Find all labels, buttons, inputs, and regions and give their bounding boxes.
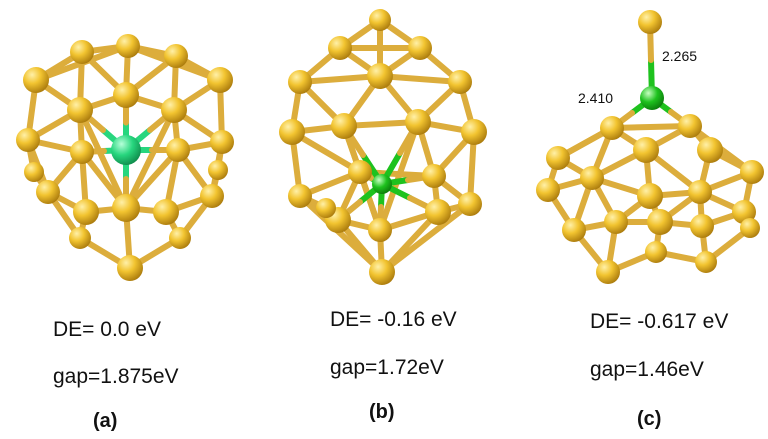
- gold-bond: [297, 193, 385, 275]
- gold-atom: [36, 180, 60, 204]
- gold-atom: [678, 114, 702, 138]
- gold-atom: [690, 214, 714, 238]
- gold-atom: [367, 63, 393, 89]
- gold-atom: [67, 97, 93, 123]
- gold-atom: [279, 119, 305, 145]
- gold-atom: [328, 36, 352, 60]
- panel-c-label: (c): [637, 408, 662, 430]
- gold-atom: [647, 209, 673, 235]
- gold-atom: [117, 255, 143, 281]
- gold-atom: [637, 183, 663, 209]
- panel-c-de: DE= -0.617 eV: [590, 310, 729, 333]
- gold-atom: [116, 34, 140, 58]
- gold-atom: [408, 36, 432, 60]
- gold-atom: [288, 184, 312, 208]
- gold-atom: [153, 199, 179, 225]
- cluster-c: [536, 10, 764, 284]
- gold-atom: [368, 218, 392, 242]
- gold-atom: [70, 140, 94, 164]
- gold-atom: [448, 70, 472, 94]
- gold-atom: [688, 180, 712, 204]
- panel-b-gap: gap=1.72eV: [330, 356, 444, 379]
- dopant-atom: [640, 86, 664, 110]
- gold-atom: [169, 227, 191, 249]
- panel-a-gap: gap=1.875eV: [53, 365, 179, 388]
- gold-atom: [562, 218, 586, 242]
- gold-atom: [200, 184, 224, 208]
- gold-bond: [609, 123, 693, 131]
- gold-atom: [369, 259, 395, 285]
- gold-bond: [377, 73, 463, 85]
- gold-atom: [208, 160, 228, 180]
- gold-atom: [461, 119, 487, 145]
- gold-atom: [164, 44, 188, 68]
- gold-atom: [161, 97, 187, 123]
- gold-atom: [536, 178, 560, 202]
- gold-atom: [70, 40, 94, 64]
- gold-atom: [207, 67, 233, 93]
- gold-atom: [69, 227, 91, 249]
- panel-c-gap: gap=1.46eV: [590, 358, 704, 381]
- panel-a-label: (a): [93, 410, 118, 432]
- gold-atom: [638, 10, 662, 34]
- gold-atom: [405, 109, 431, 135]
- gold-atom: [24, 162, 44, 182]
- gold-atom: [697, 137, 723, 163]
- gold-atom: [546, 146, 570, 170]
- gold-atom: [695, 251, 717, 273]
- gold-atom: [23, 67, 49, 93]
- bond-length-top: 2.265: [662, 48, 698, 64]
- gold-atom: [645, 241, 667, 263]
- gold-bond: [289, 129, 363, 175]
- gold-atom: [210, 130, 234, 154]
- gold-atom: [740, 160, 764, 184]
- gold-bond: [297, 73, 383, 85]
- gold-atom: [369, 9, 391, 31]
- gold-atom: [348, 160, 372, 184]
- gold-atom: [740, 218, 760, 238]
- gold-atom: [633, 137, 659, 163]
- gold-atom: [596, 260, 620, 284]
- panel-b-de: DE= -0.16 eV: [330, 308, 457, 331]
- gold-atom: [16, 128, 40, 152]
- gold-atom: [580, 166, 604, 190]
- gold-bond: [377, 119, 421, 233]
- gold-atom: [166, 138, 190, 162]
- gold-atom: [112, 194, 140, 222]
- gold-atom: [288, 70, 312, 94]
- cluster-a: [16, 34, 234, 281]
- gold-atom: [458, 192, 482, 216]
- gold-bond: [379, 201, 473, 275]
- gold-atom: [425, 199, 451, 225]
- dopant-atom: [372, 174, 392, 194]
- gold-atom: [113, 82, 139, 108]
- dopant-atom: [111, 135, 141, 165]
- bond-length-left: 2.410: [578, 90, 614, 106]
- gold-atom: [600, 116, 624, 140]
- gold-atom: [316, 198, 336, 218]
- gold-atom: [331, 113, 357, 139]
- panel-a-de: DE= 0.0 eV: [53, 318, 161, 341]
- gold-bond: [77, 107, 129, 211]
- panel-b-label: (b): [369, 401, 395, 423]
- gold-bond: [123, 107, 177, 211]
- gold-atom: [604, 210, 628, 234]
- cluster-b: [279, 9, 487, 285]
- gold-atom: [73, 199, 99, 225]
- gold-atom: [422, 164, 446, 188]
